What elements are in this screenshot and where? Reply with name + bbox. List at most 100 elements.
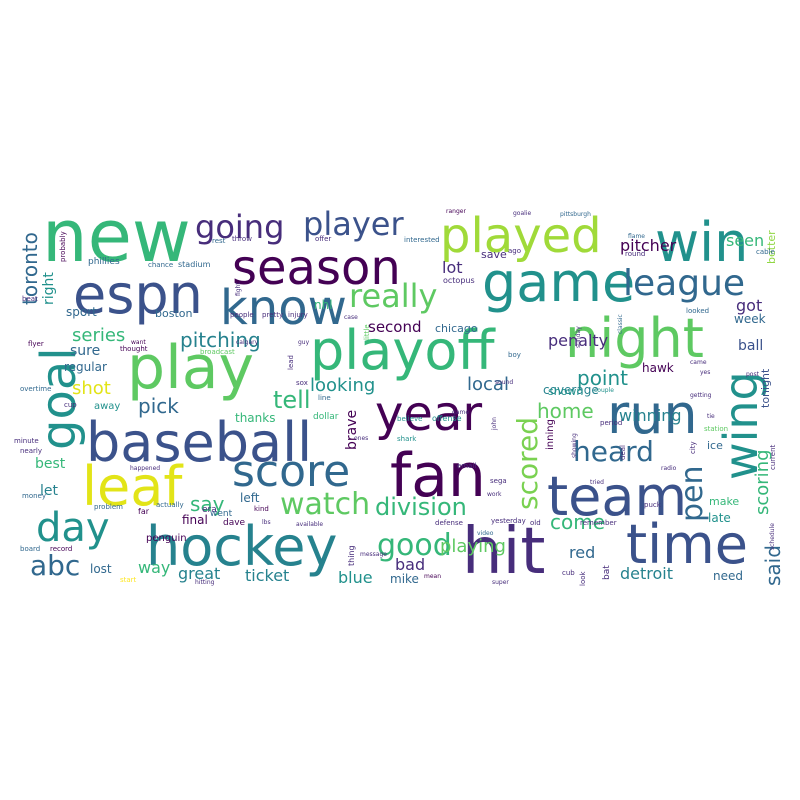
word-game-small: game	[452, 409, 470, 416]
word-cable: cable	[756, 248, 775, 256]
word-offer: offer	[315, 235, 332, 243]
word-round: round	[625, 250, 646, 258]
word-post: post	[746, 371, 759, 378]
word-espn: espn	[73, 263, 203, 326]
word-series: series	[72, 325, 126, 346]
word-injury: injury	[288, 311, 308, 319]
word-overtime: overtime	[20, 385, 52, 393]
word-john: john	[491, 417, 498, 430]
word-want: want	[131, 339, 146, 346]
word-play: play	[127, 333, 255, 403]
word-probably: probably	[59, 231, 67, 262]
word-looking: looking	[310, 375, 376, 396]
word-day: day	[36, 505, 110, 551]
word-bad: bad	[395, 555, 426, 574]
word-nhl: nhl	[314, 298, 333, 312]
word-leaf: leaf	[82, 455, 183, 518]
word-era: era	[202, 505, 217, 515]
word-beat: beat	[22, 295, 38, 303]
word-shark: shark	[397, 435, 417, 443]
word-lbs: lbs	[262, 519, 271, 526]
word-believe: believe	[397, 415, 423, 423]
word-actually: actually	[156, 501, 184, 509]
word-rest: rest	[212, 237, 226, 245]
word-dave: dave	[223, 518, 246, 528]
word-city: city	[689, 441, 697, 454]
word-lead: lead	[287, 355, 295, 370]
word-start: start	[120, 576, 137, 584]
word-came: came	[690, 359, 707, 366]
word-people: people	[230, 311, 254, 319]
word-week: week	[734, 312, 766, 326]
word-night: night	[565, 307, 704, 370]
word-old: old	[530, 519, 541, 527]
word-red: red	[569, 543, 596, 562]
word-yes: yes	[700, 369, 711, 376]
word-chance: chance	[148, 261, 174, 269]
word-message: message	[360, 551, 387, 558]
word-way: way	[138, 558, 171, 577]
word-penguin: penguin	[146, 533, 187, 544]
word-calgary: calgary	[236, 339, 259, 346]
word-video: video	[477, 530, 494, 537]
word-fight: fight	[235, 282, 242, 296]
word-station: station	[704, 425, 729, 433]
word-money: money	[22, 492, 46, 500]
word-schedule: schedule	[769, 523, 776, 550]
word-say: say	[190, 492, 225, 516]
word-ball: ball	[738, 338, 764, 354]
word-hawk: hawk	[642, 361, 674, 375]
word-email: email	[457, 462, 477, 470]
word-final: final	[182, 513, 208, 527]
word-tried: tried	[590, 479, 604, 486]
word-penalty: penalty	[548, 331, 609, 350]
word-said: said	[761, 545, 785, 586]
word-sega: sega	[490, 477, 507, 485]
word-win: win	[655, 211, 749, 274]
word-local: local	[467, 374, 509, 395]
word-ranger: ranger	[446, 208, 466, 215]
word-boy: boy	[508, 351, 521, 359]
word-watch: watch	[280, 487, 371, 522]
word-chicago: chicago	[435, 322, 478, 335]
word-baseball: baseball	[86, 411, 313, 474]
word-happened: happened	[130, 465, 161, 472]
word-far: far	[138, 507, 150, 516]
word-deal: deal	[619, 445, 627, 460]
word-work: work	[487, 491, 502, 498]
word-playing: playing	[440, 536, 506, 557]
word-know: know	[220, 280, 347, 336]
word-ice: ice	[707, 439, 723, 452]
word-make: make	[709, 495, 740, 508]
word-tell: tell	[273, 386, 311, 414]
word-good: good	[377, 528, 452, 563]
word-division: division	[375, 493, 467, 521]
word-best: best	[35, 456, 66, 472]
word-tonight: tonight	[759, 368, 772, 408]
word-mike: mike	[390, 572, 419, 586]
word-offense: offense	[432, 414, 462, 423]
word-sure: sure	[70, 343, 101, 359]
word-phillies: phillies	[88, 257, 120, 267]
word-team: team	[547, 465, 688, 528]
word-shown: shown	[548, 385, 584, 398]
word-puck: puck	[644, 501, 661, 509]
word-player: player	[303, 205, 404, 243]
word-hockey: hockey	[146, 515, 338, 578]
word-look: look	[579, 571, 587, 586]
word-dollar: dollar	[313, 412, 339, 422]
word-second: second	[368, 318, 422, 336]
word-year: year	[375, 386, 483, 442]
word-seen: seen	[726, 231, 765, 250]
word-available: available	[296, 521, 324, 528]
word-hit: hit	[462, 515, 546, 589]
word-season: season	[232, 240, 401, 296]
word-ago: ago	[508, 247, 522, 255]
word-remember: remember	[580, 519, 617, 527]
word-sox: sox	[296, 379, 308, 387]
word-getting: getting	[690, 392, 712, 399]
word-interested: interested	[404, 236, 440, 244]
word-late: late	[708, 511, 731, 525]
word-game: game	[482, 251, 636, 314]
